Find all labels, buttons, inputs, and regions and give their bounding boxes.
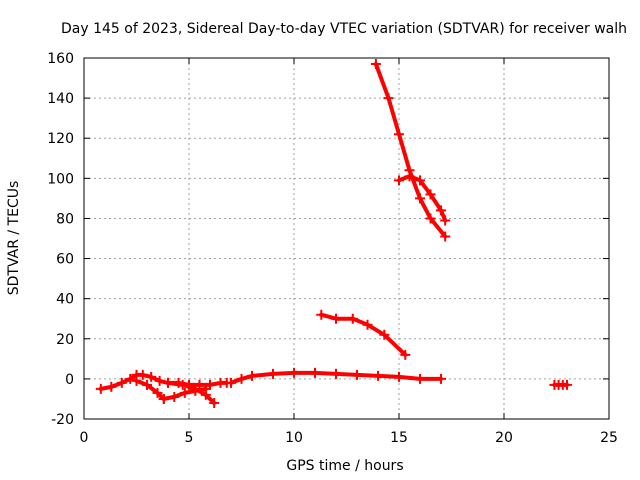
y-tick-label: 140 — [47, 91, 74, 107]
data-point — [562, 379, 572, 390]
data-point — [116, 377, 127, 388]
x-tick-label: 0 — [80, 430, 89, 446]
data-point — [169, 391, 180, 402]
data-point — [158, 393, 169, 404]
data-point — [125, 373, 136, 384]
data-point — [146, 371, 157, 382]
data-point — [362, 319, 373, 330]
data-point — [316, 309, 327, 320]
series-layer — [95, 59, 572, 408]
data-point — [425, 189, 436, 200]
x-tick-label: 25 — [600, 430, 618, 446]
x-axis-title: GPS time / hours — [286, 458, 403, 474]
x-tick-label: 20 — [495, 430, 513, 446]
data-point — [154, 375, 165, 386]
data-point — [347, 313, 358, 324]
data-point — [415, 193, 425, 204]
data-point — [152, 387, 163, 398]
series-late-point — [549, 379, 572, 390]
x-tick-label: 15 — [390, 430, 408, 446]
data-point — [236, 373, 247, 384]
data-point — [209, 397, 220, 408]
series-high-descend-1 — [370, 59, 451, 242]
series-mid-band — [226, 367, 446, 388]
data-point — [179, 387, 190, 398]
data-point — [436, 205, 446, 216]
plot-frame — [83, 57, 610, 420]
y-tick-label: 120 — [47, 131, 74, 147]
chart-title: Day 145 of 2023, Sidereal Day-to-day VTE… — [61, 21, 627, 37]
data-point — [400, 349, 411, 360]
data-point — [425, 213, 436, 224]
data-point — [95, 383, 106, 394]
data-point — [289, 367, 299, 378]
y-tick-label: 160 — [47, 51, 74, 67]
data-point — [247, 370, 257, 381]
data-point — [131, 375, 142, 386]
y-tick-label: -20 — [51, 412, 74, 428]
y-tick-label: 20 — [56, 332, 74, 348]
data-point — [436, 373, 446, 384]
y-tick-label: 40 — [56, 292, 74, 308]
data-point — [440, 231, 451, 242]
grid-layer — [84, 58, 609, 419]
data-point — [379, 329, 390, 340]
data-point — [415, 373, 425, 384]
x-tick-label: 5 — [185, 430, 194, 446]
series-low-band-1 — [95, 369, 232, 394]
x-tick-label: 10 — [285, 430, 303, 446]
data-point — [200, 389, 211, 400]
y-tick-label: 100 — [47, 171, 74, 187]
data-point — [226, 377, 236, 388]
data-point — [394, 175, 404, 186]
data-point — [137, 369, 148, 380]
data-point — [177, 379, 188, 390]
data-point — [331, 368, 341, 379]
data-point — [163, 377, 173, 388]
tick-layer: 0 5 10 15 20 25 -20 0 20 40 60 80 100 120 140 160 — [47, 51, 618, 446]
data-point — [394, 371, 404, 382]
data-point — [394, 129, 404, 140]
y-axis-title: SDTVAR / TECUs — [6, 181, 22, 296]
data-point — [373, 370, 383, 381]
data-point — [106, 381, 117, 392]
data-point — [370, 59, 381, 70]
series-low-band-4 — [163, 377, 220, 408]
data-point — [142, 379, 152, 390]
data-point — [352, 369, 362, 380]
y-tick-label: 60 — [56, 252, 74, 268]
y-tick-label: 80 — [56, 211, 74, 227]
data-point — [440, 215, 451, 226]
series-track — [134, 378, 166, 401]
data-point — [383, 93, 394, 104]
data-point — [268, 368, 278, 379]
series-arc-small — [316, 309, 411, 360]
series-high-hump — [394, 171, 451, 226]
data-point — [331, 313, 341, 324]
data-point — [404, 171, 415, 182]
series-track — [319, 312, 408, 357]
data-point — [190, 383, 201, 394]
y-tick-label: 0 — [65, 372, 74, 388]
data-point — [415, 175, 425, 186]
data-point — [310, 367, 320, 378]
series-track — [373, 62, 448, 239]
